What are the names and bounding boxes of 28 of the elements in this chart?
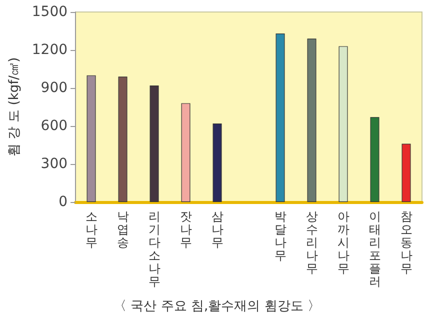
text: 〈 국산 주요 침,활수재의 휨강도 〉 — [114, 299, 320, 314]
x-tick-label: 참오동나무 — [400, 210, 412, 276]
y-tick-label: 0 — [58, 194, 68, 210]
y-tick-label: 1500 — [32, 4, 68, 20]
x-tick-label: 낙엽송 — [116, 210, 129, 250]
bar — [276, 34, 285, 202]
y-tick-label: 1200 — [32, 42, 68, 58]
bar — [338, 46, 348, 202]
y-tick-label: 600 — [40, 118, 68, 134]
bar — [370, 117, 380, 202]
bar — [307, 38, 316, 202]
bar — [212, 123, 222, 202]
bar — [150, 85, 159, 202]
y-tick-label: 300 — [40, 156, 68, 172]
y-axis-title: 휨 강 도 (kgf/㎠) — [7, 57, 22, 157]
x-tick-label: 박달나무 — [274, 210, 286, 262]
x-tick-label: 잣나무 — [180, 210, 192, 250]
x-tick-label: 리기다소나무 — [148, 210, 160, 288]
x-tick-label: 아까시나무 — [337, 210, 350, 276]
x-tick-label: 상수리나무 — [306, 210, 318, 276]
y-tick-label: 900 — [40, 80, 68, 96]
bar — [181, 103, 190, 202]
bar — [402, 144, 411, 202]
x-tick-label: 소나무 — [85, 210, 98, 250]
bar — [118, 76, 128, 202]
x-tick-label: 이태리포플러 — [368, 210, 381, 288]
x-tick-label: 삼나무 — [211, 210, 224, 250]
bar — [86, 75, 96, 202]
